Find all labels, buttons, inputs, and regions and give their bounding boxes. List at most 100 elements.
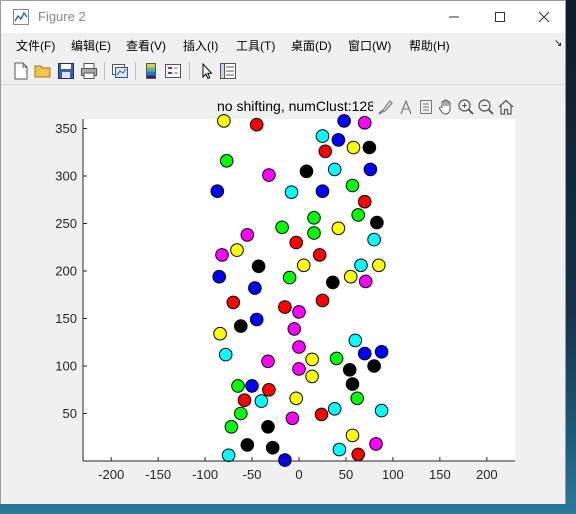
scatter-point [345, 428, 360, 443]
toolbar-separator [135, 62, 136, 80]
minimize-icon [448, 16, 459, 18]
scatter-point [215, 248, 229, 262]
scatter-point [278, 300, 292, 314]
y-tick-label: 50 [63, 406, 77, 421]
legend-icon[interactable] [164, 62, 182, 80]
menu-file[interactable]: 文件(F) [16, 39, 56, 53]
x-tick-label: -200 [98, 467, 124, 482]
home-icon[interactable] [497, 98, 515, 116]
scatter-point [261, 354, 275, 369]
scatter-point [357, 116, 372, 130]
scatter-point [367, 359, 381, 373]
brush-icon[interactable] [377, 98, 395, 116]
menu-window[interactable]: 窗口(W) [348, 39, 392, 53]
x-tick-label: 50 [339, 467, 353, 482]
scatter-point [230, 243, 244, 257]
scatter-point [312, 248, 327, 262]
scatter-point [289, 391, 304, 406]
scatter-point [345, 377, 360, 391]
menu-edit[interactable]: 编辑(E) [71, 39, 111, 53]
scatter-point [367, 232, 381, 247]
dock-figure-icon[interactable]: ↘ [554, 38, 563, 49]
y-tick-label: 100 [55, 359, 77, 374]
scatter-point [369, 437, 383, 451]
y-tick-label: 350 [55, 121, 77, 136]
scatter-point [327, 162, 342, 177]
menu-help[interactable]: 帮助(H) [409, 39, 450, 53]
minimize-button[interactable] [431, 1, 476, 33]
colorbar-icon[interactable] [142, 62, 160, 80]
pan-icon[interactable] [437, 98, 455, 116]
window-title: Figure 2 [38, 9, 86, 24]
axes-toolbar [373, 96, 519, 118]
maximize-icon [494, 12, 505, 22]
export-icon[interactable] [417, 98, 435, 116]
scatter-point [265, 440, 280, 455]
scatter-point [372, 258, 386, 273]
link-plot-icon[interactable] [111, 62, 129, 80]
scatter-point [292, 362, 306, 376]
menu-bar: 文件(F) 编辑(E) 查看(V) 插入(I) 工具(T) 桌面(D) 窗口(W… [1, 33, 565, 55]
scatter-point [275, 220, 289, 235]
scatter-point [221, 448, 236, 463]
title-bar[interactable]: Figure 2 [1, 1, 565, 33]
scatter-point [224, 420, 239, 434]
open-folder-icon[interactable] [34, 62, 52, 80]
scatter-point [318, 144, 333, 159]
scatter-point [332, 442, 347, 457]
scatter-point [254, 394, 269, 408]
scatter-point [351, 447, 366, 462]
scatter-point [374, 345, 389, 359]
x-tick-label: 0 [295, 467, 302, 482]
scatter-point [345, 178, 360, 193]
data-tips-icon[interactable] [397, 98, 415, 116]
menu-tools[interactable]: 工具(T) [236, 39, 276, 53]
new-file-icon[interactable] [12, 62, 30, 80]
print-icon[interactable] [80, 62, 98, 80]
x-tick-label: 100 [382, 467, 404, 482]
zoom-out-icon[interactable] [477, 98, 495, 116]
plot-title: no shifting, numClust:128 [217, 98, 375, 114]
scatter-point [305, 369, 319, 384]
scatter-point [292, 305, 306, 319]
zoom-in-icon[interactable] [457, 98, 475, 116]
close-icon [538, 11, 549, 23]
y-tick-label: 250 [55, 216, 77, 231]
property-inspector-icon[interactable] [219, 62, 237, 80]
scatter-point [282, 270, 297, 285]
scatter-point [354, 258, 368, 273]
scatter-plot[interactable]: -200 -150 -100 -50 0 50 100 150 200 50 100 150 200 25… [1, 1, 565, 504]
x-tick-label: -100 [192, 467, 218, 482]
scatter-point [285, 411, 300, 426]
scatter-point [245, 379, 259, 393]
save-icon[interactable] [57, 62, 75, 80]
maximize-button[interactable] [477, 1, 522, 33]
scatter-point [287, 322, 302, 336]
scatter-point [362, 140, 377, 155]
menu-desktop[interactable]: 桌面(D) [291, 39, 332, 53]
scatter-point [350, 391, 365, 406]
figure-window: Figure 2 文件(F) 编辑(E) 查看(V) 插入(I) 工具(T) 桌… [0, 0, 566, 504]
scatter-point [218, 347, 233, 362]
scatter-point [213, 326, 227, 341]
menu-view[interactable]: 查看(V) [126, 39, 166, 53]
scatter-point [358, 274, 373, 289]
scatter-point [329, 351, 344, 366]
scatter-point [217, 114, 231, 128]
scatter-point [343, 269, 358, 284]
scatter-point [284, 185, 299, 199]
x-tick-label: 200 [476, 467, 498, 482]
pointer-icon[interactable] [197, 62, 215, 80]
y-tick-label: 200 [55, 264, 77, 279]
toolbar-separator [104, 62, 105, 80]
x-tick-label: -150 [145, 467, 171, 482]
scatter-point [315, 293, 330, 308]
scatter-point [261, 420, 275, 434]
menu-insert[interactable]: 插入(I) [183, 39, 219, 53]
scatter-point [240, 438, 255, 452]
matlab-figure-icon [13, 9, 29, 25]
scatter-point [305, 352, 319, 367]
close-button[interactable] [521, 1, 566, 33]
scatter-point [249, 312, 264, 327]
axes-background [83, 119, 515, 461]
